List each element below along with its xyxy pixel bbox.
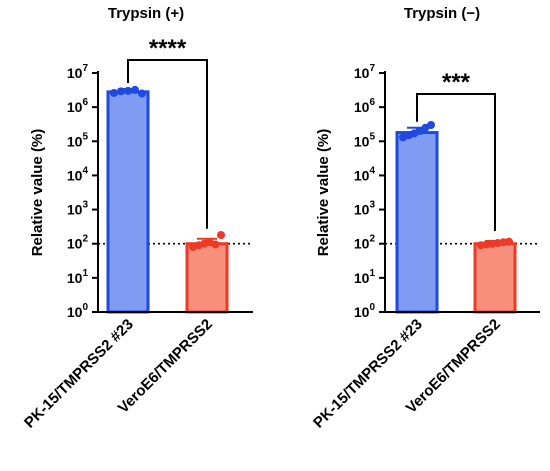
y-tick-label: 101 — [354, 268, 376, 286]
data-point — [131, 85, 139, 94]
y-tick-label: 107 — [354, 63, 376, 81]
y-tick-exponent: 4 — [82, 165, 88, 176]
y-tick-exponent: 0 — [82, 302, 88, 313]
x-tick-label: PK-15/TMPRSS2 #23 — [310, 316, 426, 432]
y-tick-exponent: 4 — [369, 165, 375, 176]
data-point — [427, 120, 435, 129]
y-axis-label: Relative value (%) — [315, 129, 332, 257]
y-tick-label: 104 — [67, 165, 89, 183]
data-point — [117, 87, 125, 96]
y-tick-exponent: 0 — [369, 302, 375, 313]
y-tick-label: 101 — [67, 268, 89, 286]
data-point — [138, 89, 146, 98]
bar-1 — [395, 131, 439, 314]
y-tick-label: 104 — [354, 165, 376, 183]
y-tick-exponent: 3 — [82, 200, 88, 211]
data-point — [124, 86, 132, 95]
y-tick-label: 107 — [67, 63, 89, 81]
chart-title: Trypsin (+) — [108, 5, 184, 22]
y-tick-exponent: 6 — [82, 97, 88, 108]
y-tick-label: 105 — [67, 131, 89, 149]
data-point — [217, 230, 225, 239]
data-point — [110, 88, 118, 97]
y-tick-exponent: 2 — [82, 234, 88, 245]
significance-bracket — [416, 93, 496, 232]
y-tick-exponent: 6 — [369, 97, 375, 108]
y-tick-label: 106 — [354, 97, 376, 115]
y-tick-label: 102 — [354, 234, 376, 252]
y-tick-exponent: 7 — [369, 63, 375, 74]
y-tick-label: 100 — [67, 302, 89, 320]
chart-panel-1: Trypsin (+) Relative value (%) PK-15/TMPRS… — [21, 5, 253, 432]
bar-2 — [473, 242, 517, 314]
chart-panel-2: Trypsin (−) Relative value (%) PK-15/TMPRS… — [310, 5, 540, 432]
bar-2 — [185, 242, 229, 314]
y-axis-label: Relative value (%) — [29, 129, 46, 257]
y-tick-exponent: 1 — [369, 268, 375, 279]
y-tick-label: 103 — [67, 200, 89, 218]
y-tick-exponent: 5 — [369, 131, 375, 142]
y-tick-label: 105 — [354, 131, 376, 149]
y-tick-exponent: 3 — [369, 200, 375, 211]
significance-label: *** — [442, 69, 471, 96]
y-tick-label: 100 — [354, 302, 376, 320]
y-tick-exponent: 1 — [82, 268, 88, 279]
data-point — [505, 237, 513, 246]
y-tick-label: 106 — [67, 97, 89, 115]
y-tick-label: 103 — [354, 200, 376, 218]
y-tick-exponent: 5 — [82, 131, 88, 142]
significance-bracket — [127, 59, 208, 229]
data-point — [211, 240, 220, 249]
chart-title: Trypsin (−) — [404, 5, 480, 22]
y-tick-exponent: 2 — [369, 234, 375, 245]
significance-label: **** — [149, 35, 187, 62]
x-tick-label: PK-15/TMPRSS2 #23 — [21, 316, 137, 432]
bar-1 — [106, 90, 150, 314]
y-tick-exponent: 7 — [82, 63, 88, 74]
y-tick-label: 102 — [67, 234, 89, 252]
